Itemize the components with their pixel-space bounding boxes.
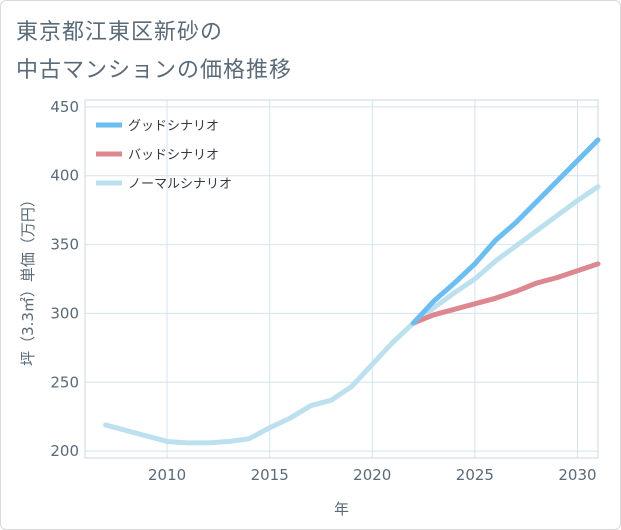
x-tick-label: 2020 bbox=[353, 466, 391, 484]
y-tick-label: 300 bbox=[50, 304, 79, 322]
title-line-2: 中古マンションの価格推移 bbox=[16, 58, 293, 83]
y-axis-ticks: 200 250 300 350 400 450 bbox=[50, 98, 79, 460]
y-tick-label: 200 bbox=[50, 442, 79, 460]
title-line-1: 東京都江東区新砂の bbox=[16, 20, 224, 45]
series-line bbox=[410, 261, 601, 326]
x-axis-ticks: 2010 2015 2020 2025 2030 bbox=[148, 466, 597, 484]
chart-title: 東京都江東区新砂の 中古マンションの価格推移 bbox=[16, 14, 436, 90]
series-lines bbox=[103, 137, 601, 446]
x-tick-label: 2015 bbox=[251, 466, 289, 484]
x-axis-title: 年 bbox=[334, 500, 349, 518]
y-tick-label: 450 bbox=[50, 98, 79, 116]
x-tick-label: 2010 bbox=[148, 466, 186, 484]
series-line bbox=[103, 184, 601, 446]
y-tick-label: 350 bbox=[50, 236, 79, 254]
legend-label: ノーマルシナリオ bbox=[128, 177, 232, 192]
y-tick-label: 250 bbox=[50, 373, 79, 391]
y-axis-title: 坪（3.3㎡）単価（万円） bbox=[19, 192, 37, 366]
x-tick-label: 2030 bbox=[558, 466, 596, 484]
y-tick-label: 400 bbox=[50, 167, 79, 185]
plot-border bbox=[84, 99, 599, 459]
legend-label: バッドシナリオ bbox=[128, 148, 219, 163]
x-tick-label: 2025 bbox=[456, 466, 494, 484]
legend-label: グッドシナリオ bbox=[128, 119, 219, 134]
series-line bbox=[410, 137, 601, 326]
